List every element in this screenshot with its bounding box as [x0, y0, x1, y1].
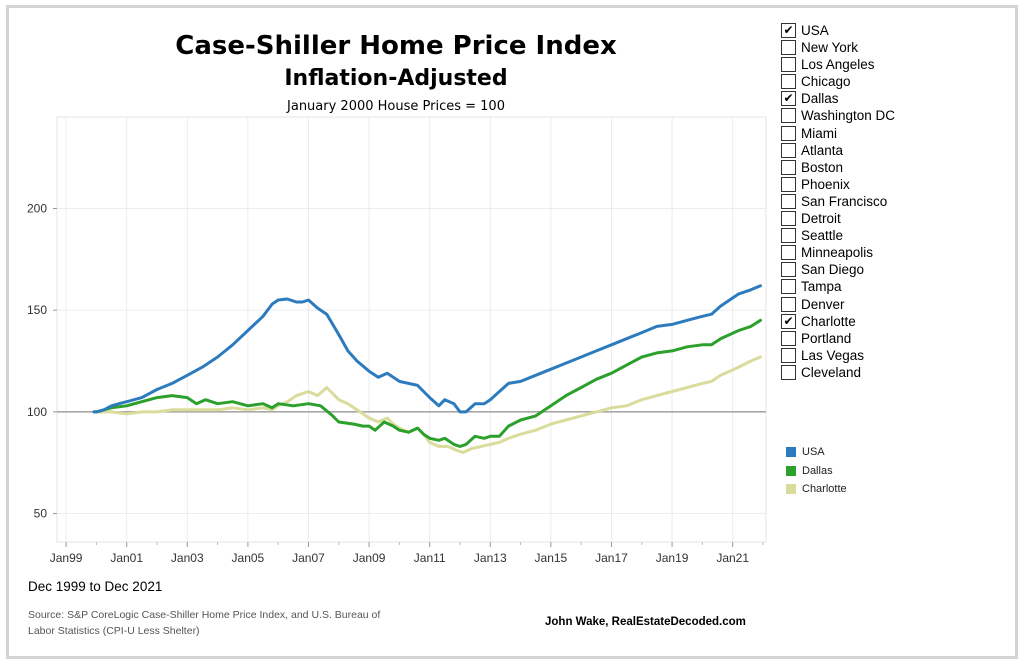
- series-line-usa: [92, 284, 762, 414]
- filter-checkbox[interactable]: [781, 262, 796, 278]
- filter-checkbox[interactable]: [781, 279, 796, 295]
- filter-checkbox[interactable]: [781, 74, 796, 90]
- filter-label[interactable]: Minneapolis: [801, 245, 874, 261]
- filter-label[interactable]: San Diego: [801, 262, 865, 278]
- chart-title: Case-Shiller Home Price Index: [175, 31, 617, 61]
- filter-checkbox[interactable]: [781, 330, 796, 346]
- chart-note: January 2000 House Prices = 100: [287, 99, 505, 114]
- x-tick-label: Jan19: [656, 551, 689, 565]
- filter-checkbox[interactable]: ✔: [781, 91, 796, 107]
- x-tick-label: Jan09: [353, 551, 386, 565]
- filter-checkbox[interactable]: [781, 40, 796, 56]
- filter-checkbox[interactable]: [781, 159, 796, 175]
- legend-swatch: [786, 447, 796, 457]
- x-tick-label: Jan17: [595, 551, 628, 565]
- x-tick-label: Jan21: [716, 551, 749, 565]
- y-tick-label: 150: [27, 303, 47, 317]
- filter-label[interactable]: Seattle: [801, 228, 844, 244]
- filter-label[interactable]: Denver: [801, 296, 845, 312]
- filter-label[interactable]: USA: [801, 23, 829, 38]
- filter-checkbox[interactable]: [781, 193, 796, 209]
- filter-checkbox[interactable]: [781, 347, 796, 363]
- filter-label[interactable]: Charlotte: [801, 313, 856, 329]
- filter-label[interactable]: San Francisco: [801, 193, 888, 209]
- filter-checkbox[interactable]: [781, 211, 796, 227]
- filter-label[interactable]: Tampa: [801, 279, 842, 295]
- filter-label[interactable]: Washington DC: [801, 108, 896, 124]
- x-tick-label: Jan07: [292, 551, 325, 565]
- legend-swatch: [786, 484, 796, 494]
- filter-label[interactable]: Los Angeles: [801, 57, 875, 73]
- filter-checkbox[interactable]: [781, 108, 796, 124]
- filter-checkbox[interactable]: [781, 142, 796, 158]
- x-tick-label: Jan03: [171, 551, 204, 565]
- x-tick-label: Jan15: [535, 551, 568, 565]
- y-tick-label: 200: [27, 202, 47, 216]
- filter-label[interactable]: Phoenix: [801, 176, 850, 192]
- filter-checkbox[interactable]: [781, 228, 796, 244]
- source-note: Source: S&P CoreLogic Case-Shiller Home …: [28, 609, 381, 637]
- filter-checkbox[interactable]: [781, 125, 796, 141]
- x-tick-label: Jan11: [414, 551, 446, 565]
- author-credit: John Wake, RealEstateDecoded.com: [545, 616, 746, 628]
- filter-checkbox[interactable]: ✔: [781, 23, 796, 38]
- filter-checkbox[interactable]: [781, 176, 796, 192]
- date-range: Dec 1999 to Dec 2021: [28, 579, 163, 594]
- filter-label[interactable]: New York: [801, 40, 859, 56]
- legend-swatch: [786, 465, 796, 476]
- plot-area: [56, 116, 767, 543]
- y-tick-label: 50: [34, 507, 48, 521]
- filter-checkbox[interactable]: [781, 57, 796, 73]
- legend-label: Charlotte: [802, 483, 847, 495]
- filter-checkbox[interactable]: [781, 296, 796, 312]
- legend-label: USA: [802, 446, 825, 458]
- legend-label: Dallas: [802, 464, 833, 477]
- x-tick-label: Jan01: [110, 551, 143, 565]
- x-tick-label: Jan99: [50, 551, 83, 565]
- x-tick-label: Jan05: [232, 551, 265, 565]
- filter-checkbox[interactable]: ✔: [781, 313, 796, 329]
- filter-label[interactable]: Dallas: [801, 91, 839, 107]
- filter-label[interactable]: Boston: [801, 159, 844, 175]
- filter-label[interactable]: Miami: [801, 125, 837, 141]
- x-tick-label: Jan13: [474, 551, 507, 565]
- chart-frame: [6, 5, 1018, 659]
- filter-checkbox[interactable]: [781, 245, 796, 261]
- chart-subtitle: Inflation-Adjusted: [284, 66, 508, 91]
- filter-label[interactable]: Cleveland: [801, 364, 862, 380]
- series-line-dallas: [92, 318, 762, 448]
- filter-label[interactable]: Detroit: [801, 211, 841, 227]
- filter-label[interactable]: Las Vegas: [801, 347, 865, 363]
- filter-label[interactable]: Portland: [801, 330, 852, 346]
- filter-checkbox[interactable]: [781, 364, 796, 380]
- filter-label[interactable]: Atlanta: [801, 142, 844, 158]
- filter-label[interactable]: Chicago: [801, 74, 851, 90]
- y-tick-label: 100: [27, 405, 47, 419]
